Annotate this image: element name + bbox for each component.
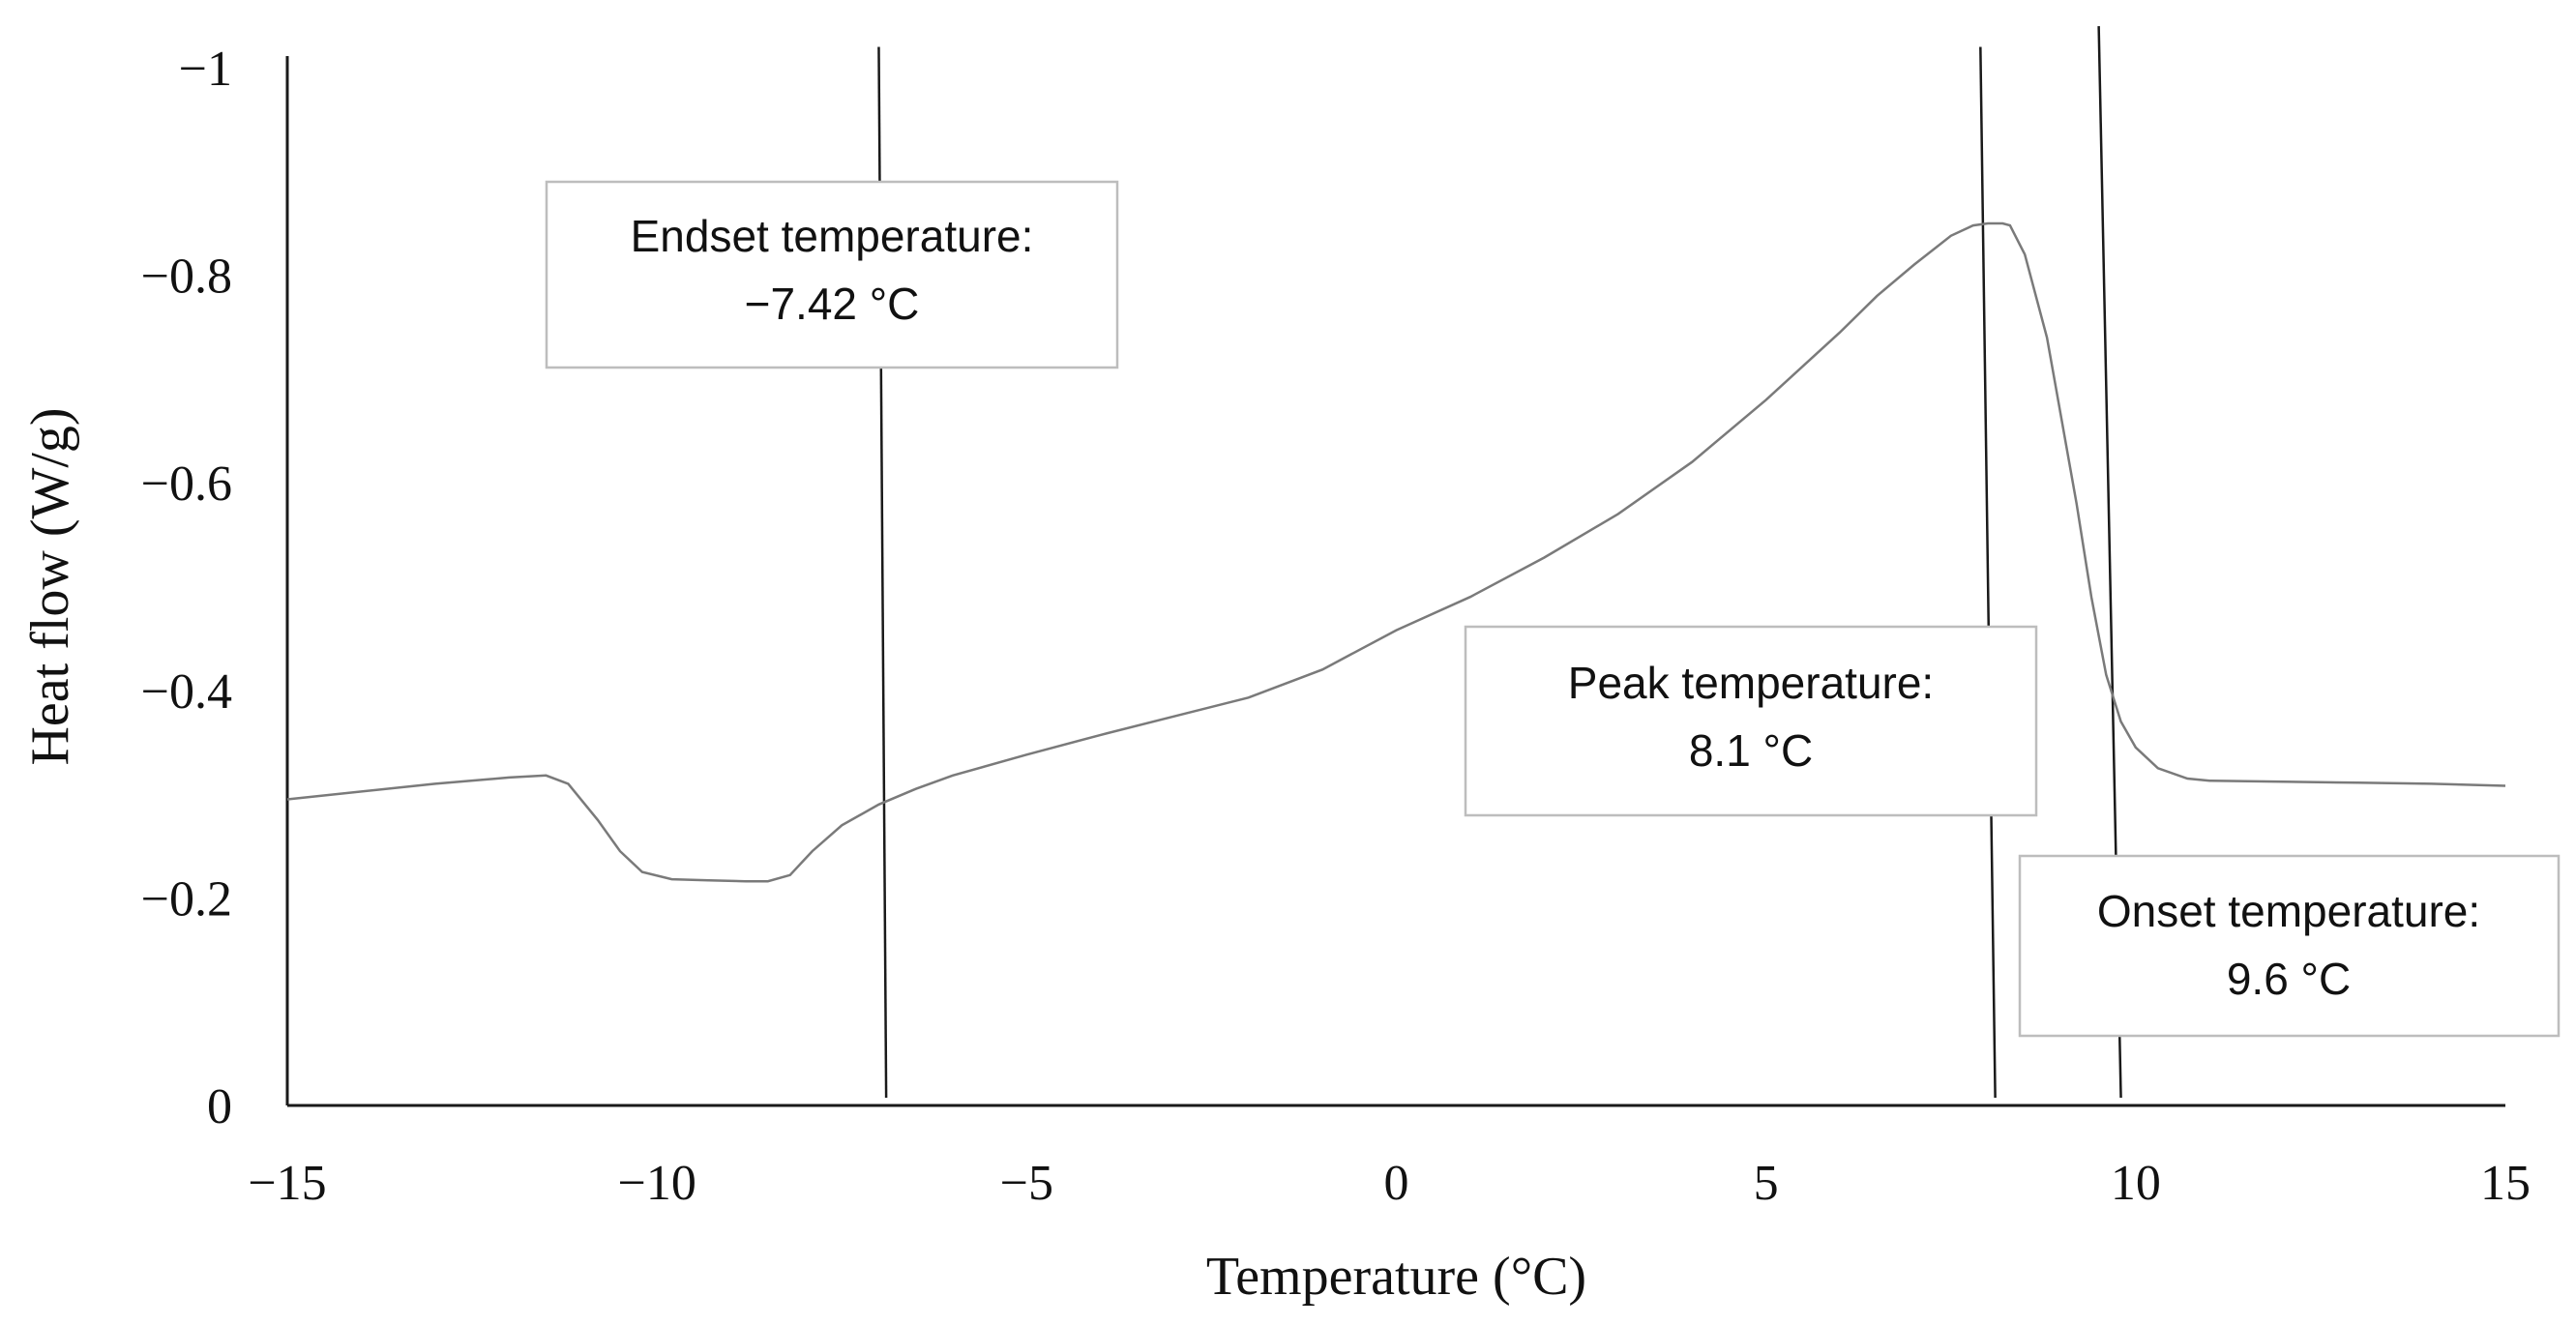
peak-annotation-title: Peak temperature:: [1568, 658, 1934, 708]
endset-annotation-box: [545, 180, 1119, 369]
endset-annotation-value: −7.42 °C: [745, 279, 920, 329]
x-tick-label: −10: [618, 1156, 696, 1211]
x-tick-label: 5: [1754, 1156, 1779, 1211]
x-tick-label: −5: [1000, 1156, 1053, 1211]
y-tick-label: −1: [179, 42, 232, 97]
onset-annotation-value: 9.6 °C: [2227, 954, 2351, 1004]
y-axis-title: Heat flow (W/g): [20, 407, 80, 765]
y-tick-label: 0: [207, 1079, 232, 1134]
onset-annotation-box: [2018, 854, 2561, 1038]
x-tick-label: 10: [2111, 1156, 2161, 1211]
x-tick-label: 15: [2480, 1156, 2531, 1211]
x-tick-label: 0: [1384, 1156, 1409, 1211]
heat-flow-curve: [286, 221, 2506, 883]
endset-annotation: Endset temperature: −7.42 °C: [545, 180, 1119, 369]
y-tick-label: −0.6: [141, 456, 232, 512]
endset-annotation-title: Endset temperature:: [631, 211, 1034, 261]
onset-annotation-title: Onset temperature:: [2097, 886, 2480, 936]
y-tick-label: −0.2: [141, 871, 232, 927]
y-tick-label: −0.4: [141, 664, 232, 720]
peak-marker-line: [1979, 46, 1997, 1099]
peak-annotation: Peak temperature: 8.1 °C: [1464, 625, 2038, 817]
y-tick-label: −0.8: [141, 250, 232, 305]
onset-annotation: Onset temperature: 9.6 °C: [2018, 854, 2561, 1038]
y-tick-labels: 0 −0.2 −0.4 −0.6 −0.8 −1: [141, 42, 232, 1134]
axes: [285, 56, 2505, 1107]
x-tick-label: −15: [248, 1156, 326, 1211]
x-tick-labels: −15 −10 −5 0 5 10 15: [248, 1156, 2531, 1211]
peak-annotation-box: [1464, 625, 2038, 817]
peak-annotation-value: 8.1 °C: [1689, 725, 1813, 776]
x-axis-title: Temperature (°C): [1206, 1247, 1586, 1307]
